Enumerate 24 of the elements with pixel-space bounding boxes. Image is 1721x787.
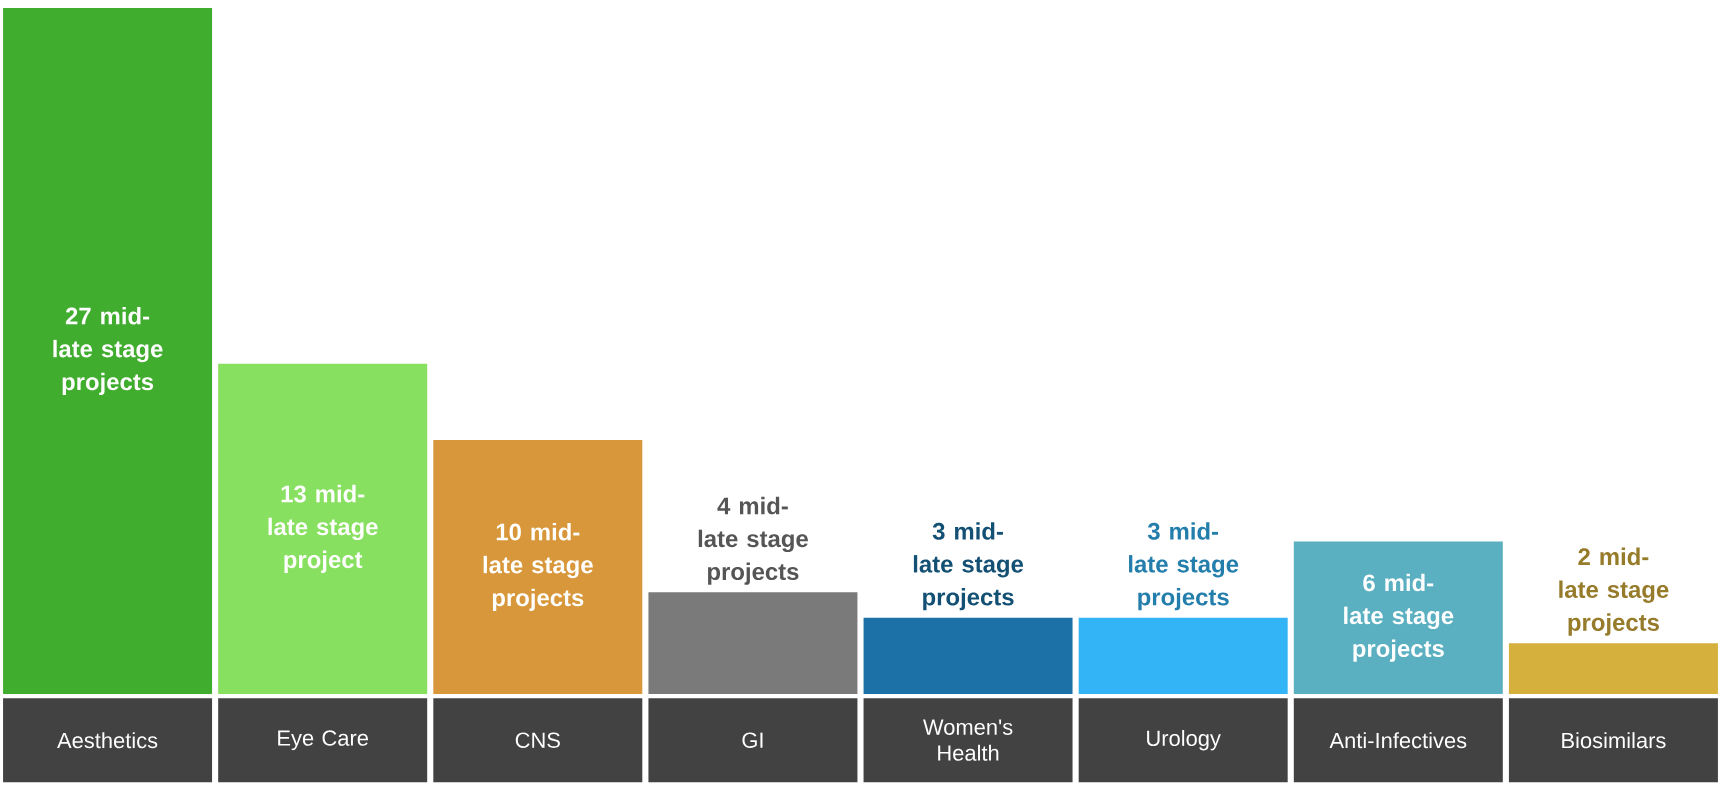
- data-label: 3 mid-late stage projects: [1129, 522, 1239, 611]
- x-tick-label: Eye Care: [278, 730, 368, 751]
- bar: [3, 7, 213, 694]
- bar: [218, 363, 428, 694]
- x-tick-label: GI: [742, 732, 763, 748]
- data-label: 10 mid-late stage projects: [483, 522, 593, 611]
- x-tick-label: Urology: [1147, 729, 1221, 751]
- data-label: 13 mid-late stage project: [268, 484, 378, 573]
- data-label: 4 mid-late stage projects: [698, 496, 808, 585]
- x-tick-label: Women's Health: [923, 719, 1013, 761]
- x-tick-label: Anti-Infectives: [1329, 732, 1467, 749]
- bar: [1078, 617, 1288, 694]
- bar: [1508, 643, 1718, 694]
- data-label: 2 mid-late stage projects: [1559, 547, 1669, 636]
- data-label: 27 mid-late stage projects: [53, 306, 163, 396]
- bar: [863, 617, 1073, 694]
- x-tick-label: Aesthetics: [57, 732, 158, 749]
- x-tick-label: Biosimilars: [1562, 732, 1666, 749]
- bar: [433, 439, 643, 694]
- data-label: 3 mid-late stage projects: [913, 522, 1024, 611]
- x-tick-label: CNS: [515, 732, 560, 748]
- data-label: 6 mid-late stage projects: [1344, 573, 1454, 662]
- bar: [1293, 541, 1503, 694]
- bar: [648, 592, 858, 694]
